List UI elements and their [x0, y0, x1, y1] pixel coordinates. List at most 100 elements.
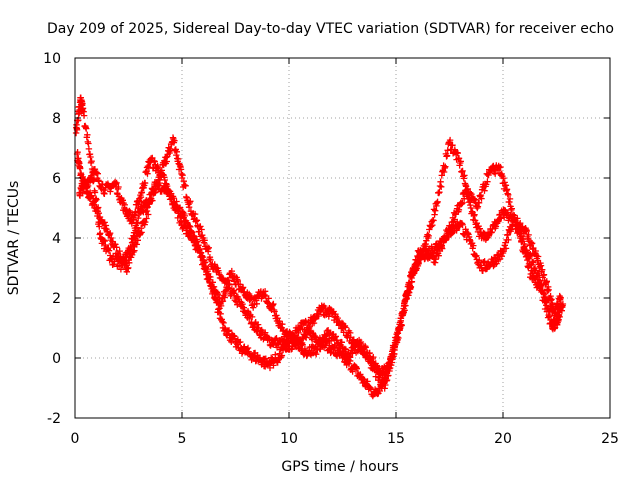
data-point [397, 314, 405, 322]
data-point [188, 229, 196, 236]
data-point [299, 341, 306, 348]
data-point [506, 195, 514, 203]
data-point [539, 266, 546, 273]
data-point [353, 365, 360, 372]
data-point [446, 136, 454, 144]
data-point [468, 191, 475, 198]
data-point [113, 244, 120, 251]
data-point [408, 278, 416, 285]
data-point [129, 238, 137, 246]
data-point [72, 129, 80, 137]
data-point [530, 259, 537, 266]
data-point [96, 223, 103, 230]
data-point [161, 176, 168, 184]
data-point [134, 237, 141, 244]
axis-ticks: 0 5 10 15 20 25 -2 0 2 4 6 8 10 [43, 51, 619, 447]
data-point [439, 245, 446, 252]
data-point [225, 327, 233, 334]
data-point [131, 233, 138, 240]
data-point [545, 286, 552, 294]
data-point [223, 286, 231, 293]
data-point [278, 352, 286, 359]
data-point [434, 198, 441, 205]
data-point [248, 313, 256, 321]
data-point [270, 300, 277, 308]
data-point [402, 302, 409, 309]
data-point [540, 271, 548, 278]
data-point [391, 344, 398, 351]
data-point [502, 239, 509, 246]
data-point [544, 305, 551, 312]
data-point [133, 241, 140, 248]
data-point [197, 223, 204, 230]
data-point [435, 252, 442, 259]
y-axis-label: SDTVAR / TECUs [6, 181, 22, 296]
data-point [500, 175, 507, 182]
x-tick-label: 5 [178, 431, 187, 447]
data-point [127, 245, 135, 253]
data-point [101, 219, 108, 226]
data-point [85, 140, 92, 147]
data-point [146, 201, 153, 208]
data-point [372, 373, 379, 380]
data-point [207, 273, 214, 281]
data-point [481, 187, 488, 194]
data-point [526, 262, 533, 269]
data-point [546, 313, 553, 320]
data-point [209, 279, 216, 286]
data-point [508, 226, 515, 233]
data-point [144, 170, 151, 177]
x-tick-label: 0 [71, 431, 80, 447]
data-point [386, 360, 393, 368]
data-point [467, 189, 474, 196]
data-point [449, 142, 456, 149]
data-point [471, 211, 478, 218]
data-point [198, 226, 205, 233]
data-point [453, 227, 460, 234]
data-point [179, 172, 186, 179]
data-point [493, 260, 500, 267]
data-point [210, 283, 218, 290]
data-point [147, 198, 154, 205]
data-point [551, 324, 559, 331]
data-point [113, 179, 120, 187]
data-point [557, 294, 564, 302]
data-point [443, 152, 451, 159]
data-point [430, 217, 437, 224]
data-point [220, 319, 227, 327]
y-tick-label: 0 [52, 351, 61, 367]
data-point [262, 355, 269, 362]
data-point [338, 339, 345, 346]
data-point [459, 221, 466, 228]
data-point [105, 247, 113, 254]
data-point [191, 210, 199, 218]
data-point [534, 253, 542, 260]
data-point [543, 278, 550, 285]
data-point [284, 345, 291, 352]
data-point [125, 264, 132, 272]
data-point [77, 164, 84, 172]
data-point [219, 318, 226, 325]
chart-title: Day 209 of 2025, Sidereal Day-to-day VTE… [47, 21, 614, 37]
data-point [461, 172, 468, 179]
data-point [194, 238, 201, 245]
data-point [457, 158, 464, 165]
data-point [459, 167, 466, 175]
data-point [135, 214, 142, 222]
data-point [87, 153, 94, 161]
data-point [541, 298, 548, 305]
data-point [442, 163, 449, 170]
data-point [145, 211, 152, 218]
y-tick-label: 6 [52, 171, 61, 187]
data-point [239, 300, 246, 308]
data-point [112, 241, 119, 248]
data-point [143, 215, 150, 222]
data-point [382, 381, 389, 389]
data-point [425, 232, 432, 240]
data-point [320, 339, 328, 346]
data-point [205, 244, 212, 251]
data-point [217, 310, 224, 317]
y-tick-label: -2 [47, 411, 61, 427]
y-tick-label: 2 [52, 291, 61, 307]
data-point [273, 312, 280, 319]
